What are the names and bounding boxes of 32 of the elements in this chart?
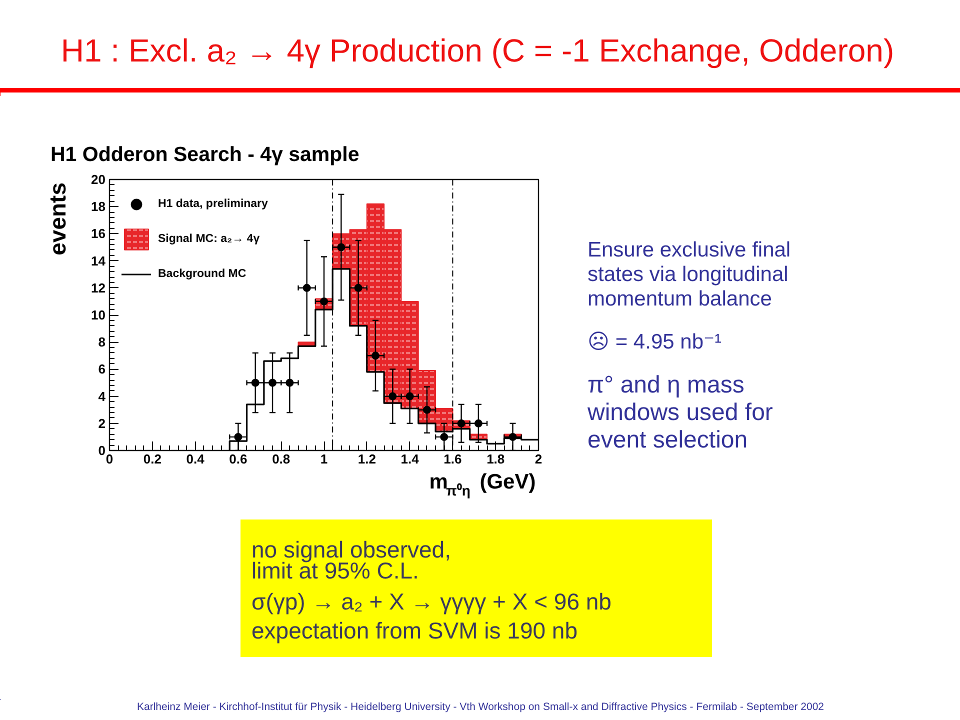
text: expectation from SVM is 190 nb (252, 617, 578, 644)
y-axis-title: events (44, 182, 70, 256)
y-tick-label: 18 (91, 199, 106, 214)
text: σ(γp) → a₂ + X → γγγγ + X < 96 nb (252, 588, 612, 614)
y-tick-label: 10 (91, 308, 106, 322)
x-tick-label: 1.2 (358, 452, 376, 466)
y-tick-label: 2 (98, 416, 106, 431)
x-tick-label: 0.4 (186, 452, 206, 466)
y-tick-label: 20 (91, 172, 106, 187)
x-tick-label: 0.6 (229, 452, 248, 466)
text: Karlheinz Meier - Kirchhof-Institut für Physik - Heidelberg University - Vth Workshop on Small-x and Diffractive Physics - Fermilab - September 2002 (136, 700, 824, 713)
legend-label: Signal MC: a₂→ 4γ (158, 233, 260, 245)
y-tick-label: 16 (91, 226, 106, 242)
legend-label: H1 data, preliminary (158, 198, 268, 210)
x-tick-label: 0.8 (272, 452, 290, 466)
x-tick-label: 2 (534, 452, 542, 466)
chart-title: H1 : Excl. a₂ → 4γ Production (C = -1 Exchange, Odderon) (60, 32, 894, 68)
y-tick-label: 8 (98, 334, 106, 350)
x-tick-label: 0.2 (143, 452, 162, 466)
y-tick-label: 6 (98, 362, 106, 377)
x-tick-label: 1 (320, 452, 328, 466)
y-tick-label: 14 (91, 253, 106, 268)
legend-label: Background MC (158, 268, 246, 280)
text: π° and η mass windows used for event selection (586, 372, 773, 454)
text: Ensure exclusive final states via longitudinal momentum balance (588, 238, 791, 311)
x-tick-label: 1.8 (486, 452, 505, 466)
y-tick-label: 12 (91, 280, 106, 296)
chart-subtitle: H1 Odderon Search - 4γ sample (50, 142, 360, 166)
x-tick-label: 1.4 (400, 452, 420, 466)
text: ☹ = 4.95 nb⁻¹ (588, 330, 722, 354)
x-tick-label: 1.6 (444, 452, 462, 466)
y-tick-label: 4 (98, 388, 106, 404)
